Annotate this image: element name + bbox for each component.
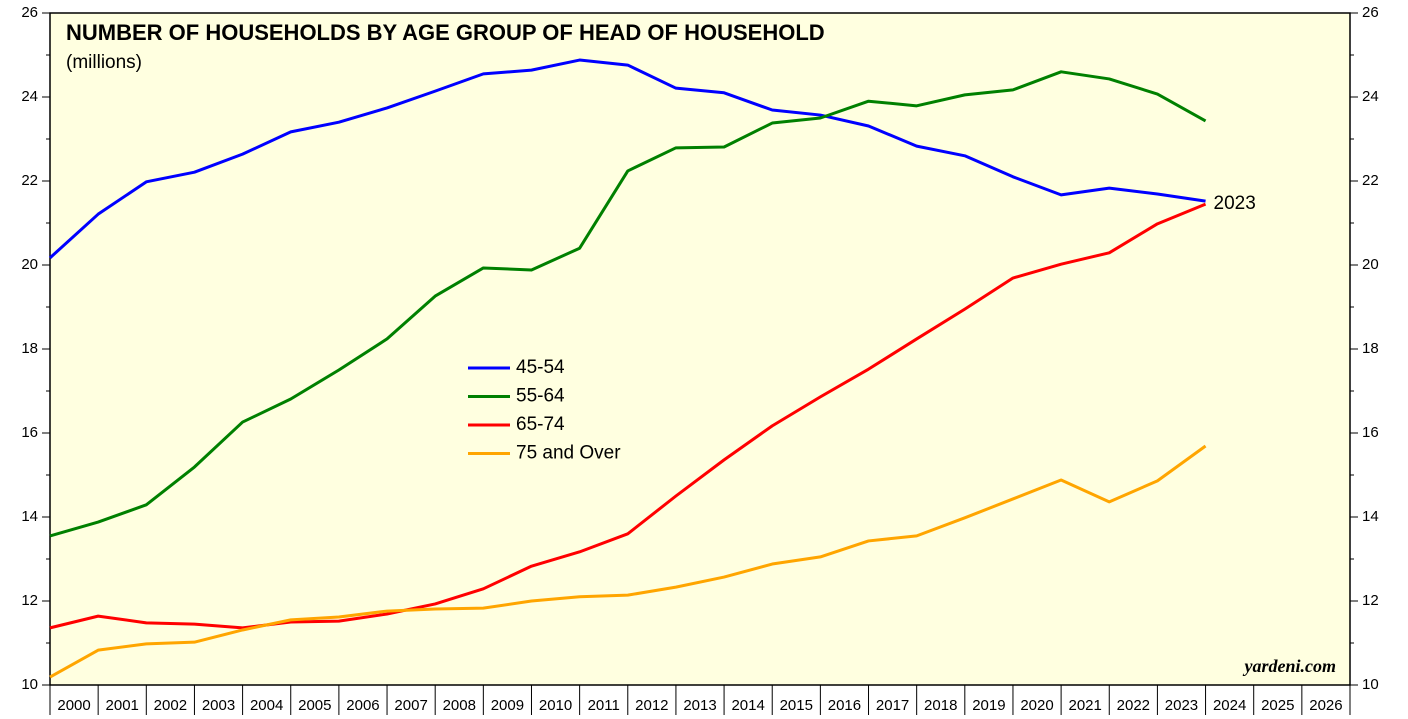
y-tick-label: 10 [21,676,38,693]
legend-label: 55-64 [516,386,565,407]
y2-tick-label: 24 [1362,88,1379,105]
x-tick-label: 2007 [394,697,427,714]
plot-background [50,13,1350,685]
chart-subtitle: (millions) [66,52,142,73]
y2-tick-label: 18 [1362,340,1379,357]
x-tick-label: 2024 [1213,697,1246,714]
x-tick-label: 2005 [298,697,331,714]
y-tick-label: 22 [21,172,38,189]
y-tick-label: 14 [21,508,38,525]
y2-tick-label: 22 [1362,172,1379,189]
y2-tick-label: 10 [1362,676,1379,693]
x-tick-label: 2016 [828,697,861,714]
x-tick-label: 2013 [683,697,716,714]
x-tick-label: 2014 [731,697,764,714]
y2-tick-label: 14 [1362,508,1379,525]
x-tick-label: 2006 [346,697,379,714]
x-tick-label: 2018 [924,697,957,714]
x-tick-label: 2004 [250,697,283,714]
chart-title: NUMBER OF HOUSEHOLDS BY AGE GROUP OF HEA… [66,20,825,45]
series-line [49,444,1207,679]
series-line [49,70,1207,538]
legend-label: 45-54 [516,357,565,378]
y-tick-label: 12 [21,592,38,609]
x-tick-label: 2009 [491,697,524,714]
x-tick-label: 2021 [1068,697,1101,714]
y-tick-label: 26 [21,4,38,21]
x-tick-label: 2019 [972,697,1005,714]
x-tick-label: 2002 [154,697,187,714]
x-tick-label: 2008 [443,697,476,714]
legend-label: 65-74 [516,414,565,435]
legend-label: 75 and Over [516,443,621,464]
y2-tick-label: 16 [1362,424,1379,441]
x-tick-label: 2012 [635,697,668,714]
y-tick-label: 18 [21,340,38,357]
y2-tick-label: 12 [1362,592,1379,609]
x-tick-label: 2025 [1261,697,1294,714]
y-tick-label: 24 [21,88,38,105]
x-tick-label: 2003 [202,697,235,714]
x-tick-label: 2011 [588,697,620,714]
series-line [48,58,1206,259]
y-tick-label: 20 [21,256,38,273]
plot-frame [49,12,1351,686]
x-tick-label: 2017 [876,697,909,714]
y-tick-label: 16 [21,424,38,441]
x-tick-label: 2015 [780,697,813,714]
source: yardeni.com [1243,656,1337,676]
x-tick-label: 2022 [1117,697,1150,714]
x-tick-label: 2010 [539,697,572,714]
x-tick-label: 2026 [1309,697,1342,714]
annotation: 2023 [1214,193,1256,214]
y2-tick-label: 20 [1362,256,1379,273]
y2-tick-label: 26 [1362,4,1379,21]
x-tick-label: 2000 [57,697,90,714]
x-tick-label: 2020 [1020,697,1053,714]
x-tick-label: 2023 [1165,697,1198,714]
x-tick-label: 2001 [106,697,139,714]
series-line [49,202,1207,630]
